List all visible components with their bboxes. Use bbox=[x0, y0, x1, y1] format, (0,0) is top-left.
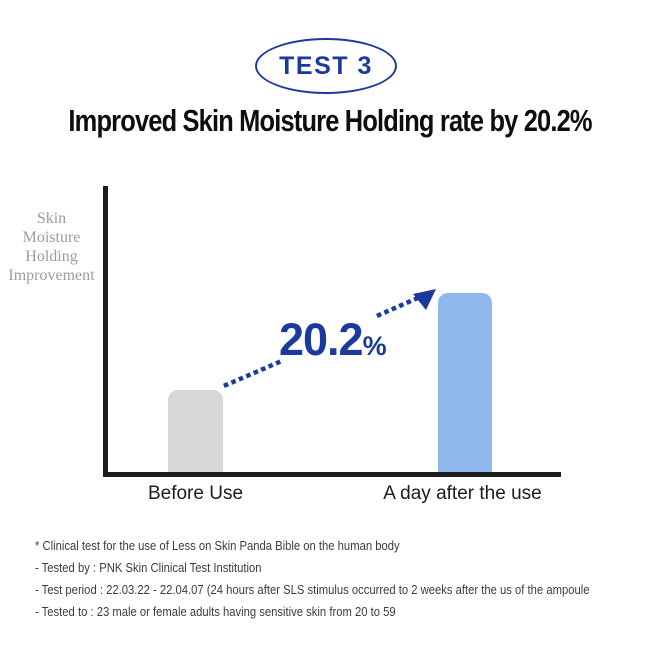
y-axis-label-line: Improvement bbox=[8, 267, 95, 284]
y-axis-label-line: Holding bbox=[25, 248, 78, 265]
footnote-tested-by: - Tested by : PNK Skin Clinical Test Ins… bbox=[35, 561, 262, 575]
x-label-before-use: Before Use bbox=[147, 483, 244, 504]
footnote-clinical-test: * Clinical test for the use of Less on S… bbox=[35, 539, 400, 553]
y-axis-label-line: Skin bbox=[36, 210, 67, 227]
bar-before-use bbox=[168, 390, 223, 472]
footnote-test-period: - Test period : 22.03.22 - 22.04.07 (24 … bbox=[35, 583, 590, 597]
x-axis-line bbox=[103, 472, 561, 477]
page-title: Improved Skin Moisture Holding rate by 2… bbox=[0, 102, 661, 139]
increase-annotation: 20.2% bbox=[279, 314, 387, 366]
arrow-dotted-segment-left bbox=[223, 357, 287, 388]
arrow-head-icon bbox=[413, 289, 436, 310]
test-badge: TEST 3 bbox=[255, 38, 397, 94]
increase-value: 20.2 bbox=[279, 314, 364, 365]
page-title-text: Improved Skin Moisture Holding rate by 2… bbox=[68, 103, 593, 138]
arrow-dotted-segment-right bbox=[376, 294, 423, 318]
test-badge-label: TEST 3 bbox=[279, 51, 373, 80]
percent-sign: % bbox=[362, 331, 387, 361]
footnote-tested-to: - Tested to : 23 male or female adults h… bbox=[35, 605, 396, 619]
bar-after-use bbox=[438, 293, 492, 472]
x-label-after-use: A day after the use bbox=[383, 483, 542, 504]
footnotes: * Clinical test for the use of Less on S… bbox=[35, 535, 655, 623]
y-axis-label: Skin Moisture Holding Improvement bbox=[0, 209, 103, 285]
y-axis-label-line: Moisture bbox=[22, 229, 81, 246]
y-axis-line bbox=[103, 186, 108, 477]
